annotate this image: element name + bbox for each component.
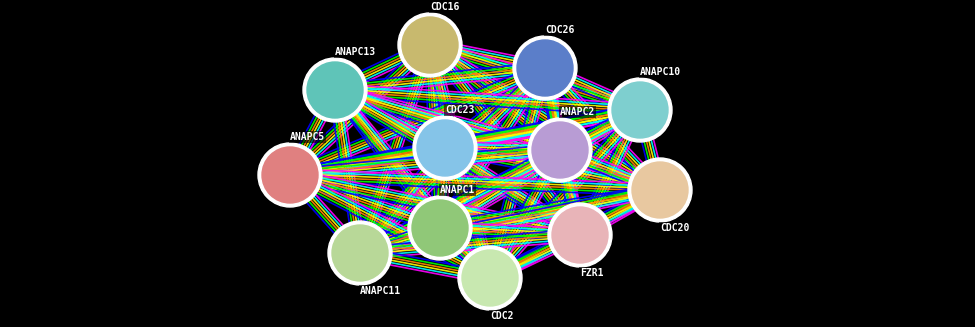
Circle shape (417, 120, 473, 176)
Text: ANAPC5: ANAPC5 (290, 132, 326, 142)
Text: CDC20: CDC20 (660, 223, 689, 233)
Text: ANAPC11: ANAPC11 (360, 286, 401, 296)
Circle shape (628, 158, 692, 222)
Circle shape (258, 143, 322, 207)
Circle shape (517, 40, 573, 96)
Circle shape (427, 130, 463, 166)
Circle shape (411, 27, 448, 63)
Circle shape (542, 132, 578, 168)
Text: CDC23: CDC23 (445, 105, 475, 115)
Circle shape (332, 225, 388, 281)
Circle shape (513, 36, 577, 100)
Circle shape (552, 207, 608, 263)
Text: CDC2: CDC2 (490, 311, 514, 321)
Circle shape (402, 17, 458, 73)
Text: ANAPC13: ANAPC13 (335, 47, 376, 57)
Circle shape (408, 196, 472, 260)
Circle shape (342, 235, 378, 271)
Text: ANAPC2: ANAPC2 (560, 107, 596, 117)
Text: FZR1: FZR1 (580, 268, 604, 278)
Circle shape (612, 82, 668, 138)
Circle shape (328, 221, 392, 285)
Circle shape (412, 200, 468, 256)
Circle shape (422, 210, 458, 246)
Circle shape (458, 246, 522, 310)
Circle shape (608, 78, 672, 142)
Text: ANAPC1: ANAPC1 (440, 185, 475, 195)
Circle shape (472, 260, 508, 296)
Circle shape (317, 72, 353, 108)
Circle shape (303, 58, 367, 122)
Circle shape (632, 162, 688, 218)
Text: CDC16: CDC16 (430, 2, 459, 12)
Circle shape (622, 92, 658, 128)
Text: ANAPC10: ANAPC10 (640, 67, 682, 77)
Circle shape (642, 172, 679, 208)
Circle shape (528, 118, 592, 182)
Circle shape (548, 203, 612, 267)
Circle shape (413, 116, 477, 180)
Text: CDC26: CDC26 (545, 25, 574, 35)
Circle shape (562, 217, 599, 253)
Circle shape (398, 13, 462, 77)
Circle shape (526, 50, 564, 86)
Circle shape (272, 157, 308, 193)
Circle shape (262, 147, 318, 203)
Circle shape (462, 250, 518, 306)
Circle shape (532, 122, 588, 178)
Circle shape (307, 62, 363, 118)
